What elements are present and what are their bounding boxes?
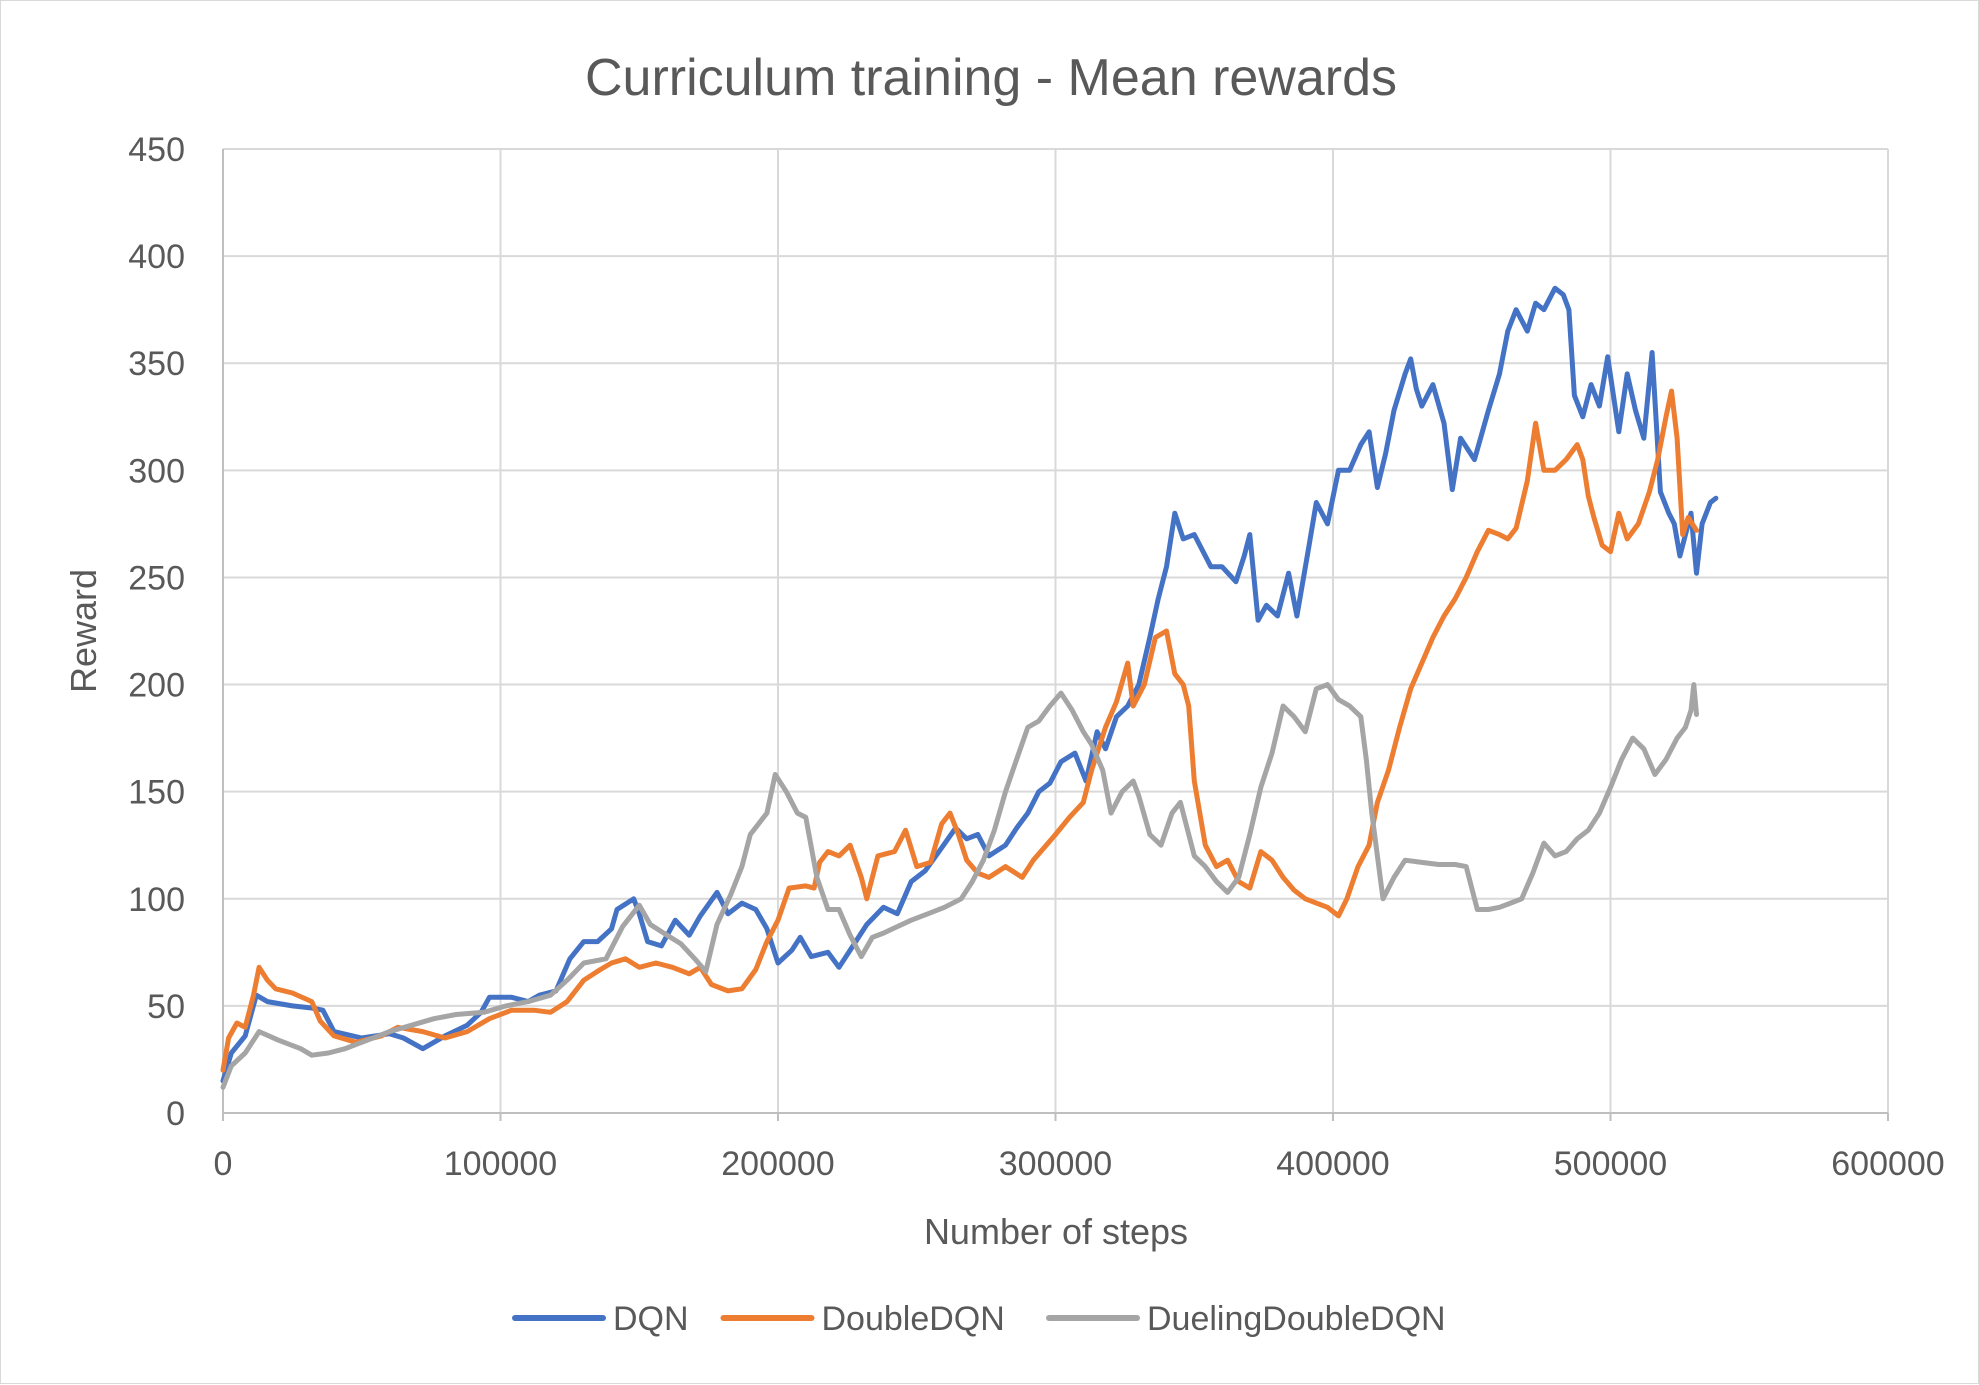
gridlines xyxy=(223,148,1889,1113)
x-axis-title: Number of steps xyxy=(924,1211,1188,1252)
x-tick-label: 300000 xyxy=(999,1145,1112,1183)
x-tick-label: 100000 xyxy=(444,1145,557,1183)
legend-label: DoubleDQN xyxy=(822,1300,1005,1338)
y-tick-label: 250 xyxy=(128,559,185,597)
y-tick-label: 0 xyxy=(166,1095,185,1133)
tick-labels: 0 50 100 150 200 250 300 350 400 450 0 100000 200000… xyxy=(128,131,1944,1183)
legend-label: DQN xyxy=(613,1300,689,1338)
y-tick-label: 300 xyxy=(128,452,185,490)
legend: DQN DoubleDQN DuelingDoubleDQN xyxy=(512,1300,1446,1338)
x-tick-label: 500000 xyxy=(1554,1145,1667,1183)
y-tick-label: 50 xyxy=(147,988,185,1026)
legend-label: DuelingDoubleDQN xyxy=(1147,1300,1446,1338)
y-tick-label: 200 xyxy=(128,667,185,705)
y-tick-label: 350 xyxy=(128,345,185,383)
y-tick-label: 450 xyxy=(128,131,185,169)
x-tick-label: 400000 xyxy=(1276,1145,1389,1183)
y-tick-label: 150 xyxy=(128,774,185,812)
series-lines xyxy=(220,285,1719,1090)
series-line-dqn xyxy=(220,285,1719,1084)
axes xyxy=(222,149,1889,1121)
y-axis-title: Reward xyxy=(63,569,104,693)
x-tick-label: 600000 xyxy=(1831,1145,1944,1183)
y-tick-label: 400 xyxy=(128,238,185,276)
series-line-duelingdoubledqn xyxy=(220,682,1699,1090)
x-tick-label: 200000 xyxy=(721,1145,834,1183)
series-line-doubledqn xyxy=(220,388,1699,1073)
chart-title: Curriculum training - Mean rewards xyxy=(585,49,1397,107)
x-tick-label: 0 xyxy=(214,1145,233,1183)
y-tick-label: 100 xyxy=(128,881,185,919)
